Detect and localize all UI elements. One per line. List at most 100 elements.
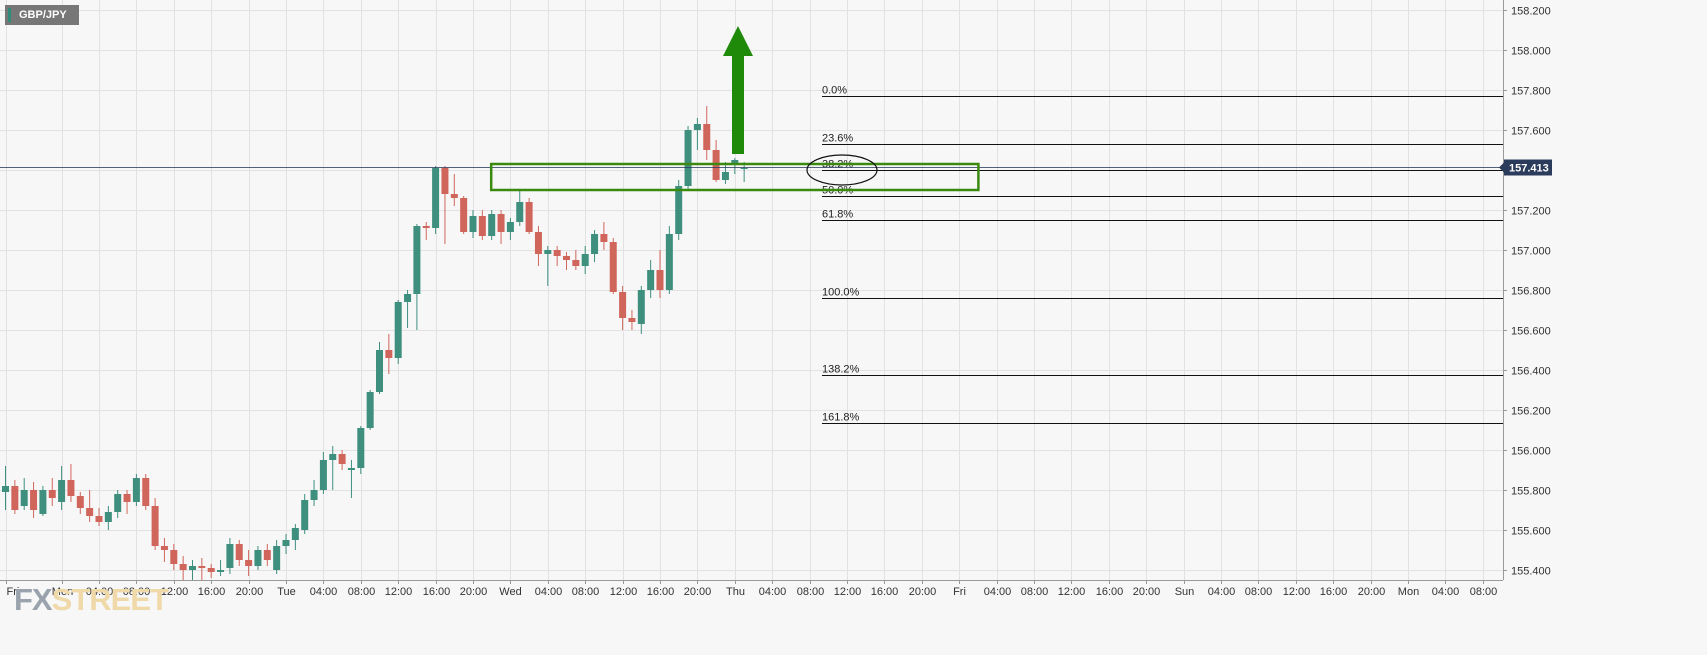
candle-body <box>291 528 299 540</box>
candle-body <box>441 168 449 194</box>
candle-body <box>376 350 383 392</box>
x-tick-label: 08:00 <box>1470 586 1498 598</box>
candle-body <box>301 500 309 530</box>
candle-body <box>282 540 290 546</box>
candle-body <box>665 234 673 290</box>
x-tick-label: 08:00 <box>572 586 600 598</box>
y-tick-label: 156.400 <box>1511 366 1551 378</box>
candle-body <box>656 270 664 290</box>
x-tick-label: 16:00 <box>1320 586 1348 598</box>
candle-body <box>48 490 56 498</box>
x-tick-label: 12:00 <box>1283 586 1311 598</box>
candle-body <box>497 214 505 232</box>
fxstreet-logo: FXSTREET <box>14 582 169 617</box>
candle-body <box>422 226 430 228</box>
candle-body <box>544 250 552 254</box>
candle-body <box>394 302 402 358</box>
candle-body <box>469 216 477 232</box>
x-tick-label: Tue <box>277 586 296 598</box>
candle-body <box>385 350 393 358</box>
x-tick-label: 08:00 <box>348 586 376 598</box>
x-tick-label: Fri <box>953 586 966 598</box>
candle-body <box>67 480 75 496</box>
candle-body <box>58 480 66 502</box>
x-tick-label: 04:00 <box>86 586 114 598</box>
candle-body <box>179 564 187 570</box>
axes: 155.400 155.600 155.800 156.000 156.200 156.4… <box>0 0 1552 598</box>
candle-body <box>76 496 84 508</box>
x-tick-label: Sun <box>1175 586 1195 598</box>
x-tick-label: 20:00 <box>684 586 712 598</box>
current-price-label-pointer <box>1499 162 1504 173</box>
x-tick-label: Mon <box>52 586 73 598</box>
candle-body <box>235 544 243 560</box>
x-tick-label: 12:00 <box>834 586 862 598</box>
candle-body <box>310 490 318 500</box>
fib-level-label: 100.0% <box>822 287 860 299</box>
candle-body <box>534 232 542 254</box>
candle-body <box>404 294 412 302</box>
x-tick-label: Fri <box>7 586 20 598</box>
y-tick-label: 157.200 <box>1511 206 1551 218</box>
x-tick-label: 20:00 <box>909 586 937 598</box>
x-tick-label: 12:00 <box>610 586 638 598</box>
logo-street-text: STREET <box>51 582 169 617</box>
x-tick-label: 04:00 <box>310 586 338 598</box>
x-tick-label: 08:00 <box>797 586 825 598</box>
current-price-value: 157.413 <box>1509 163 1549 175</box>
candle-body <box>600 234 608 242</box>
y-tick-label: 158.000 <box>1511 46 1551 58</box>
x-tick-label: Mon <box>1398 586 1419 598</box>
candle-body <box>647 270 655 290</box>
candle-body <box>95 516 103 522</box>
candle-body <box>114 494 122 512</box>
x-tick-label: 16:00 <box>647 586 675 598</box>
candle-body <box>254 550 262 566</box>
candle-body <box>581 254 589 266</box>
candle-body <box>30 490 38 510</box>
current-price-label-bg <box>1504 159 1552 176</box>
candle-body <box>142 478 150 506</box>
x-tick-label: 20:00 <box>236 586 264 598</box>
x-tick-label: 12:00 <box>385 586 413 598</box>
fibonacci-levels: 0.0%23.6%38.2%50.0%61.8%100.0%138.2%161.… <box>822 85 1503 424</box>
x-tick-label: 16:00 <box>423 586 451 598</box>
candle-body <box>525 202 533 232</box>
candle-body <box>740 168 748 169</box>
fib-level-label: 161.8% <box>822 412 860 424</box>
candle-body <box>572 260 580 266</box>
fib-level-label: 138.2% <box>822 364 860 376</box>
x-tick-label: 08:00 <box>1245 586 1273 598</box>
candle-body <box>226 544 234 568</box>
candle-body <box>319 460 327 490</box>
candle-body <box>123 494 131 502</box>
x-tick-label: 16:00 <box>871 586 899 598</box>
x-tick-label: 04:00 <box>759 586 787 598</box>
candle-body <box>11 486 19 510</box>
candle-body <box>189 566 196 570</box>
candle-body <box>703 124 711 150</box>
x-tick-label: 08:00 <box>123 586 151 598</box>
candle-body <box>207 568 215 572</box>
x-tick-label: 16:00 <box>198 586 226 598</box>
y-tick-label: 155.600 <box>1511 526 1551 538</box>
candle-body <box>450 194 458 198</box>
x-tick-label: 12:00 <box>1058 586 1086 598</box>
symbol-badge[interactable]: GBP/JPY <box>5 5 79 25</box>
y-tick-label: 156.000 <box>1511 446 1551 458</box>
y-tick-label: 156.800 <box>1511 286 1551 298</box>
candle-body <box>20 490 28 506</box>
fib-level-label: 23.6% <box>822 133 853 145</box>
candle-body <box>198 566 206 568</box>
candle-body <box>721 172 729 180</box>
x-tick-label: 04:00 <box>984 586 1012 598</box>
y-tick-label: 156.200 <box>1511 406 1551 418</box>
candle-body <box>693 124 701 130</box>
candle-body <box>609 242 617 292</box>
highlight-ellipse <box>806 154 878 186</box>
candle-body <box>132 478 140 502</box>
candle-body <box>432 168 440 228</box>
candle-body <box>338 454 346 464</box>
